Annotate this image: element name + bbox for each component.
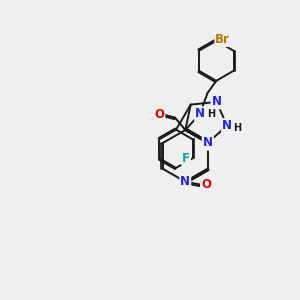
Text: H: H	[207, 109, 215, 119]
Text: N: N	[195, 107, 205, 120]
Text: N: N	[222, 119, 232, 132]
Text: N: N	[212, 95, 221, 108]
Text: Br: Br	[215, 33, 230, 46]
Text: O: O	[154, 108, 164, 121]
Text: H: H	[233, 123, 241, 133]
Text: N: N	[203, 136, 213, 149]
Text: N: N	[180, 175, 190, 188]
Text: O: O	[201, 178, 211, 191]
Text: N: N	[203, 136, 213, 149]
Text: F: F	[182, 152, 190, 165]
